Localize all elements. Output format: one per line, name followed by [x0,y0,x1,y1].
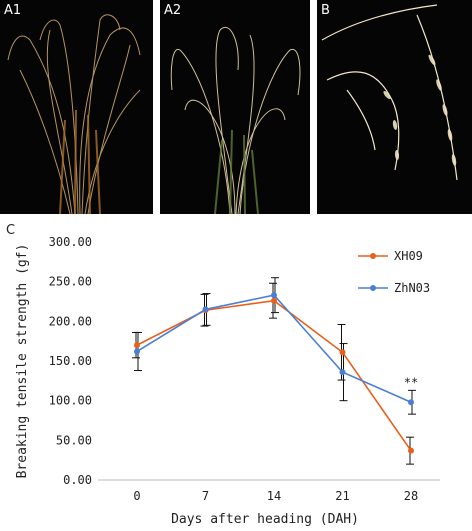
rice-plant-a2-image [170,27,301,214]
legend-label-zhn03: ZhN03 [394,281,430,295]
photo-panel-b: B [317,0,472,214]
data-point-zhn03 [271,292,277,299]
x-tick-label: 28 [404,489,418,503]
y-tick-label: 150.00 [49,354,92,368]
panel-label-c: C [6,223,15,238]
data-point-xh09 [408,447,414,454]
series-line-xh09 [136,299,412,452]
significance-marker: ** [404,375,418,389]
y-axis-title: Breaking tensile strength (gf) [15,244,30,479]
chart-panel-c: C 0.00 50.00 100.00 150.00 200.00 250.00 300.0… [0,218,472,531]
panel-label-a1: A1 [4,3,22,18]
legend-marker-xh09 [370,253,376,259]
data-point-zhn03 [408,399,414,406]
x-tick-label: 14 [267,489,281,503]
y-tick-label: 50.00 [56,433,92,447]
x-tick-label: 0 [133,489,140,503]
data-point-xh09 [134,342,140,349]
data-point-xh09 [339,349,346,356]
y-tick-label: 0.00 [63,473,92,487]
panicle-closeup-image [321,4,458,181]
data-point-xh09 [271,297,277,304]
panel-label-a2: A2 [164,3,182,18]
legend-marker-zhn03 [370,285,376,291]
data-point-zhn03 [339,369,346,376]
series-line-zhn03 [136,294,412,403]
y-tick-label: 100.00 [49,394,92,408]
photo-panel-a2: A2 [160,0,310,214]
panel-label-b: B [321,3,330,18]
data-point-zhn03 [134,348,140,355]
rice-plant-a1-image [7,14,141,214]
legend-label-xh09: XH09 [394,249,423,263]
y-tick-label: 200.00 [49,314,92,328]
photo-panel-a1: A1 [0,0,153,214]
x-tick-label: 21 [335,489,349,503]
x-tick-label: 7 [202,489,209,503]
x-axis-title: Days after heading (DAH) [171,512,359,527]
line-chart: C 0.00 50.00 100.00 150.00 200.00 250.00 300.0… [6,223,440,527]
y-tick-label: 300.00 [49,235,92,249]
data-point-zhn03 [202,306,209,313]
y-tick-label: 250.00 [49,275,92,289]
